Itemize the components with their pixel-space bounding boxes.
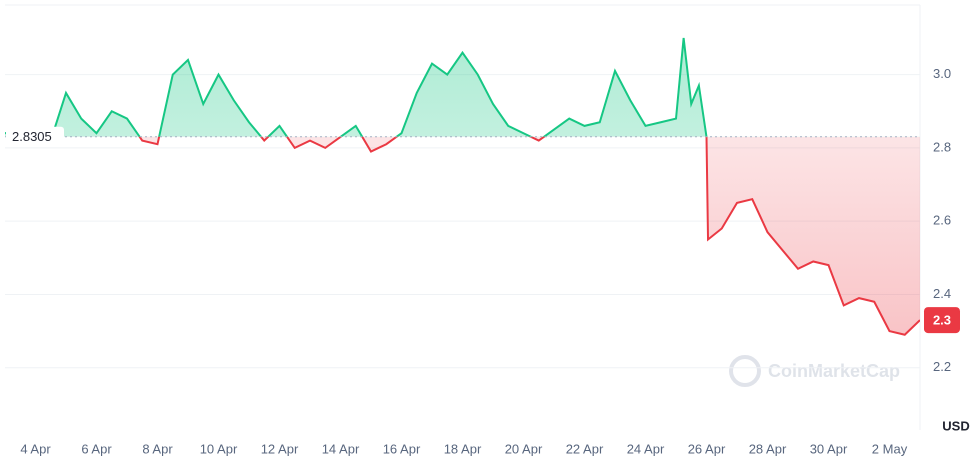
x-tick-label: 4 Apr bbox=[20, 441, 51, 456]
x-tick-label: 16 Apr bbox=[383, 441, 421, 456]
baseline-label-box bbox=[6, 126, 64, 147]
y-tick-label: 2.6 bbox=[933, 213, 951, 228]
y-tick-label: 2.8 bbox=[933, 139, 951, 154]
watermark-text: CoinMarketCap bbox=[768, 361, 900, 381]
baseline-label: 2.8305 bbox=[12, 129, 52, 144]
x-tick-label: 22 Apr bbox=[566, 441, 604, 456]
x-tick-label: 6 Apr bbox=[81, 441, 112, 456]
x-tick-label: 8 Apr bbox=[142, 441, 173, 456]
x-tick-label: 2 May bbox=[872, 441, 908, 456]
y-tick-label: 2.2 bbox=[933, 359, 951, 374]
price-line-up bbox=[5, 37, 708, 137]
x-tick-label: 20 Apr bbox=[505, 441, 543, 456]
current-price-label: 2.3 bbox=[933, 313, 951, 328]
y-tick-label: 2.4 bbox=[933, 286, 951, 301]
x-tick-label: 12 Apr bbox=[261, 441, 299, 456]
y-axis-unit: USD bbox=[942, 418, 969, 433]
x-tick-label: 18 Apr bbox=[444, 441, 482, 456]
x-tick-label: 14 Apr bbox=[322, 441, 360, 456]
y-tick-label: 3.0 bbox=[933, 66, 951, 81]
x-tick-label: 26 Apr bbox=[688, 441, 726, 456]
x-tick-label: 30 Apr bbox=[810, 441, 848, 456]
current-price-tag bbox=[924, 307, 960, 334]
x-tick-label: 10 Apr bbox=[200, 441, 238, 456]
x-tick-label: 28 Apr bbox=[749, 441, 787, 456]
x-tick-label: 24 Apr bbox=[627, 441, 665, 456]
price-line-down bbox=[32, 136, 920, 336]
area-up bbox=[5, 37, 920, 137]
area-down bbox=[35, 136, 920, 335]
watermark: CoinMarketCap bbox=[729, 355, 900, 387]
